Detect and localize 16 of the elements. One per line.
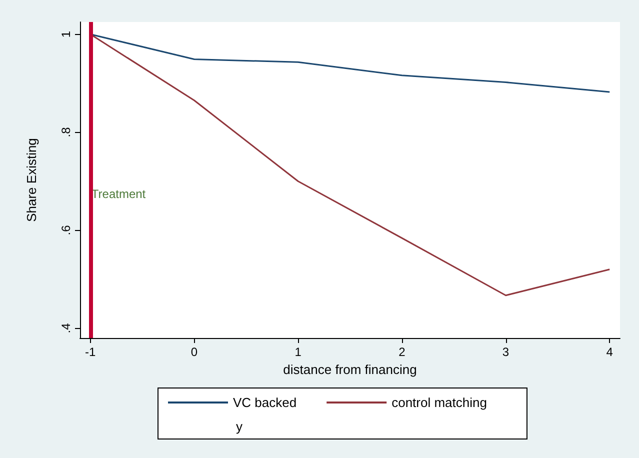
y-tick-label: 1 bbox=[59, 30, 73, 38]
x-tick-label: 1 bbox=[294, 345, 302, 359]
x-tick-label: 4 bbox=[606, 345, 614, 359]
text: y bbox=[236, 419, 243, 434]
ref-line-label: Treatment bbox=[91, 187, 146, 201]
y-axis-title: Share Existing bbox=[24, 138, 39, 222]
y-tick-label: .4 bbox=[59, 322, 73, 334]
legend-label: control matching bbox=[392, 395, 487, 410]
x-tick-label: 3 bbox=[502, 345, 510, 359]
x-tick-label: 2 bbox=[398, 345, 406, 359]
x-axis-title: distance from financing bbox=[283, 362, 417, 377]
y-tick-label: .6 bbox=[59, 224, 73, 236]
legend-label: VC backed bbox=[233, 395, 297, 410]
y-tick-label: .8 bbox=[59, 126, 73, 138]
x-tick-label: 0 bbox=[190, 345, 198, 359]
x-tick-label: -1 bbox=[85, 345, 96, 359]
